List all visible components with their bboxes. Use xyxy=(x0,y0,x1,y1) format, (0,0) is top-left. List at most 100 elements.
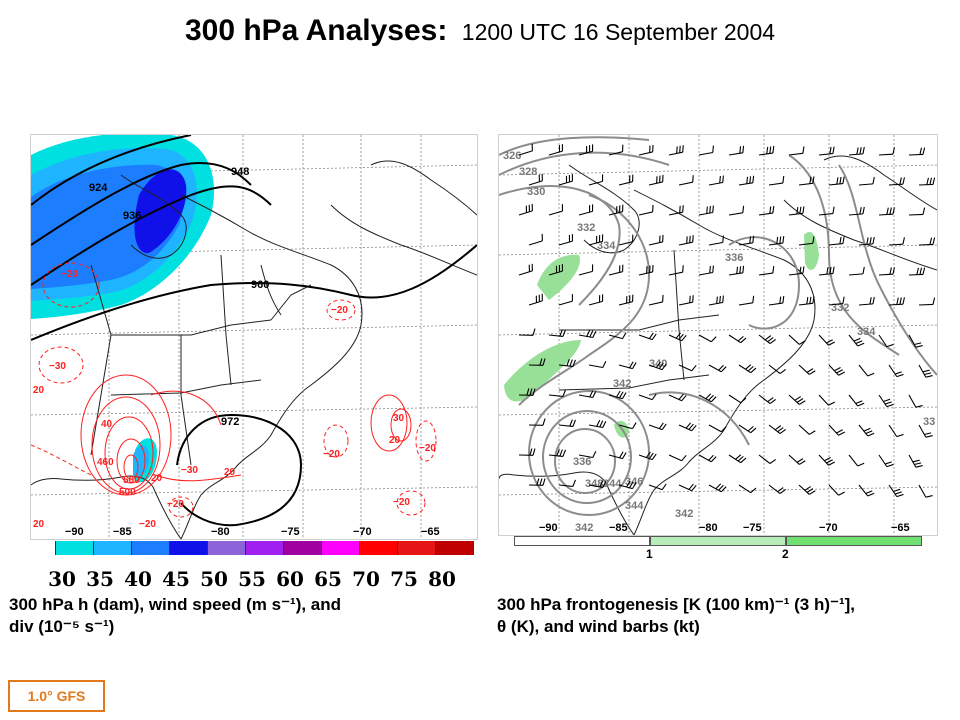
wind-barb-flag xyxy=(932,177,936,185)
wind-barb xyxy=(728,454,742,464)
wind-barb xyxy=(918,243,934,246)
wind-barb-flag xyxy=(809,176,812,184)
wind-barb xyxy=(528,240,543,246)
wind-barb-flag xyxy=(720,366,727,373)
frontogenesis-colorbar: 1 2 xyxy=(514,536,922,561)
wind-barb-flag xyxy=(719,296,721,304)
left-caption-line2: div (10⁻⁵ s⁻¹) xyxy=(9,617,115,636)
lon-label: −80 xyxy=(211,526,230,538)
wind-barb-flag xyxy=(599,480,604,488)
wind-barb-flag xyxy=(769,458,777,465)
wind-barb-flag xyxy=(720,426,727,433)
wind-barb-flag xyxy=(529,448,533,456)
wind-barb xyxy=(888,424,898,437)
frontogenesis-label: 1 xyxy=(646,547,653,561)
wind-barb-flag xyxy=(602,360,607,368)
wind-barb-flag xyxy=(899,177,902,185)
wind-barb-flag xyxy=(622,392,627,399)
div-label: −20 xyxy=(419,443,436,454)
wind-barb xyxy=(638,454,653,461)
wind-barb-flag xyxy=(681,334,687,342)
wind-barb-flag xyxy=(914,462,922,466)
wind-barb-flag xyxy=(866,237,869,245)
wind-barb-flag xyxy=(720,486,727,493)
wind-barb-flag xyxy=(685,422,692,429)
wind-barb-flag xyxy=(857,462,865,467)
wind-barb xyxy=(668,394,683,402)
wind-barb-flag xyxy=(539,478,543,486)
colorbar-label: 30 xyxy=(48,567,76,591)
wind-barb xyxy=(878,213,894,216)
wind-barb xyxy=(858,183,873,186)
colorbar-label: 50 xyxy=(200,567,228,591)
wind-barb-flag xyxy=(886,403,894,408)
wind-barb xyxy=(858,303,873,306)
wind-barb-flag xyxy=(745,364,752,370)
wind-barb xyxy=(588,484,603,489)
wind-barb xyxy=(888,364,898,377)
wind-barb-flag xyxy=(859,147,862,155)
wind-barb-flag xyxy=(658,422,664,429)
wind-barb xyxy=(558,364,573,367)
div-label: −20 xyxy=(139,519,156,530)
wind-barb-flag xyxy=(619,391,624,399)
wind-barb-flag xyxy=(856,147,859,155)
wind-barb-flag xyxy=(809,370,816,375)
wind-barb-flag xyxy=(651,333,657,340)
wind-barb xyxy=(608,211,623,216)
wind-barb-flag xyxy=(842,296,845,304)
wind-barb-flag xyxy=(779,236,782,244)
div-label: 20 xyxy=(33,519,45,530)
wind-barb xyxy=(698,334,712,343)
wind-barb-flag xyxy=(750,367,757,374)
wind-barb xyxy=(548,334,563,337)
colorbar-label: 55 xyxy=(238,567,266,591)
wind-barb xyxy=(858,364,869,377)
wind-barb-flag xyxy=(799,400,806,405)
wind-barb-flag xyxy=(838,371,846,376)
wind-barb xyxy=(788,152,803,156)
theta-label: 346 xyxy=(625,476,643,488)
div-label: 20 xyxy=(33,385,45,396)
wind-barb-flag xyxy=(812,236,815,244)
divergence-contours xyxy=(80,374,412,496)
wind-barb xyxy=(668,211,683,216)
theta-label: 342 xyxy=(575,522,593,534)
lon-label: −90 xyxy=(539,522,558,534)
wind-barb-flag xyxy=(872,176,875,184)
wind-barb xyxy=(708,241,723,246)
wind-barb-flag xyxy=(896,297,899,305)
wind-barb-flag xyxy=(774,425,782,431)
wind-barb-flag xyxy=(539,358,543,366)
wind-barb-flag xyxy=(747,365,754,372)
wind-barb-flag xyxy=(562,449,566,457)
wind-barb-flag xyxy=(651,453,657,460)
wind-barb-flag xyxy=(894,491,902,495)
wind-barb-flag xyxy=(742,145,745,153)
wind-barb xyxy=(558,240,573,246)
div-label: −30 xyxy=(181,465,198,476)
wind-barb xyxy=(638,334,653,341)
wind-barb-flag xyxy=(915,345,923,348)
div-label: −20 xyxy=(393,497,410,508)
wind-barb-flag xyxy=(716,296,718,304)
wind-barb-flag xyxy=(626,480,631,488)
wind-barb-flag xyxy=(919,147,923,155)
wind-barb-flag xyxy=(915,465,923,468)
wind-barb xyxy=(918,183,934,186)
wind-barb-flag xyxy=(749,176,752,184)
wind-barb xyxy=(908,454,917,468)
wind-barb-flag xyxy=(688,483,694,490)
wind-barb-flag xyxy=(806,368,814,373)
wind-barb xyxy=(588,364,603,369)
wind-barb-flag xyxy=(802,146,805,154)
div-label: 20 xyxy=(389,435,401,446)
wind-barb-flag xyxy=(710,396,717,403)
wind-barb-flag xyxy=(678,333,684,340)
wind-barb-flag xyxy=(777,427,784,433)
wind-barb xyxy=(828,424,839,436)
wind-barb xyxy=(848,273,863,276)
wind-barb xyxy=(798,484,810,495)
wind-barb xyxy=(518,270,533,276)
wind-barb-flag xyxy=(782,176,785,184)
